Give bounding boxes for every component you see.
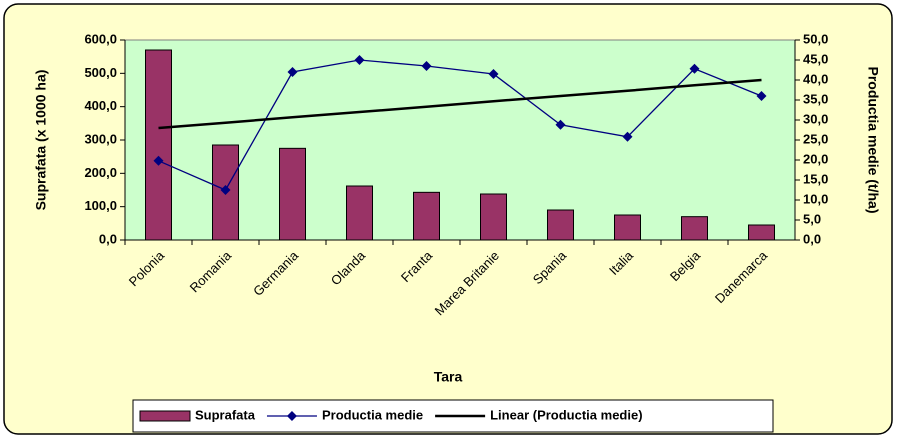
x-axis-title: Tara bbox=[434, 369, 463, 385]
y2-tick-label: 25,0 bbox=[803, 131, 828, 146]
marker bbox=[153, 155, 164, 166]
legend-label: Linear (Productia medie) bbox=[490, 407, 642, 422]
bar bbox=[681, 216, 708, 241]
y2-axis-title: Productia medie (t/ha) bbox=[865, 66, 881, 213]
marker bbox=[488, 69, 499, 79]
y2-tick-label: 20,0 bbox=[803, 151, 828, 166]
marker bbox=[287, 67, 298, 77]
y2-tick-label: 45,0 bbox=[803, 51, 828, 66]
bar bbox=[346, 185, 373, 241]
y-axis-title: Suprafata (x 1000 ha) bbox=[33, 70, 49, 211]
bar bbox=[145, 49, 172, 241]
y2-tick-label: 50,0 bbox=[803, 31, 828, 46]
marker bbox=[421, 61, 432, 71]
bar bbox=[413, 191, 440, 241]
bar bbox=[279, 147, 306, 241]
y-tick-label: 600,0 bbox=[84, 31, 117, 46]
y2-tick-label: 30,0 bbox=[803, 111, 828, 126]
y2-tick-label: 5,0 bbox=[803, 211, 821, 226]
y-tick-label: 300,0 bbox=[84, 131, 117, 146]
marker bbox=[354, 55, 365, 65]
bar bbox=[480, 193, 507, 241]
legend-marker bbox=[286, 411, 297, 421]
y-tick-label: 0,0 bbox=[99, 231, 117, 246]
trend-line bbox=[158, 78, 762, 130]
bar bbox=[614, 214, 641, 241]
bar bbox=[212, 144, 239, 241]
y2-tick-label: 35,0 bbox=[803, 91, 828, 106]
marker bbox=[689, 63, 700, 74]
y2-tick-label: 15,0 bbox=[803, 171, 828, 186]
bar bbox=[748, 224, 775, 241]
y-tick-label: 400,0 bbox=[84, 98, 117, 113]
line bbox=[158, 59, 762, 191]
y2-tick-label: 0,0 bbox=[803, 231, 821, 246]
marker bbox=[622, 131, 633, 142]
y-tick-label: 200,0 bbox=[84, 165, 117, 180]
y2-tick-label: 10,0 bbox=[803, 191, 828, 206]
y2-tick-label: 40,0 bbox=[803, 71, 828, 86]
marker bbox=[220, 185, 231, 195]
bar bbox=[547, 209, 574, 241]
y-tick-label: 100,0 bbox=[84, 198, 117, 213]
legend-label: Productia medie bbox=[322, 407, 423, 422]
legend-label: Suprafata bbox=[195, 407, 256, 422]
marker bbox=[756, 91, 767, 101]
y-tick-label: 500,0 bbox=[84, 65, 117, 80]
legend-swatch bbox=[139, 410, 191, 422]
marker bbox=[555, 119, 566, 130]
